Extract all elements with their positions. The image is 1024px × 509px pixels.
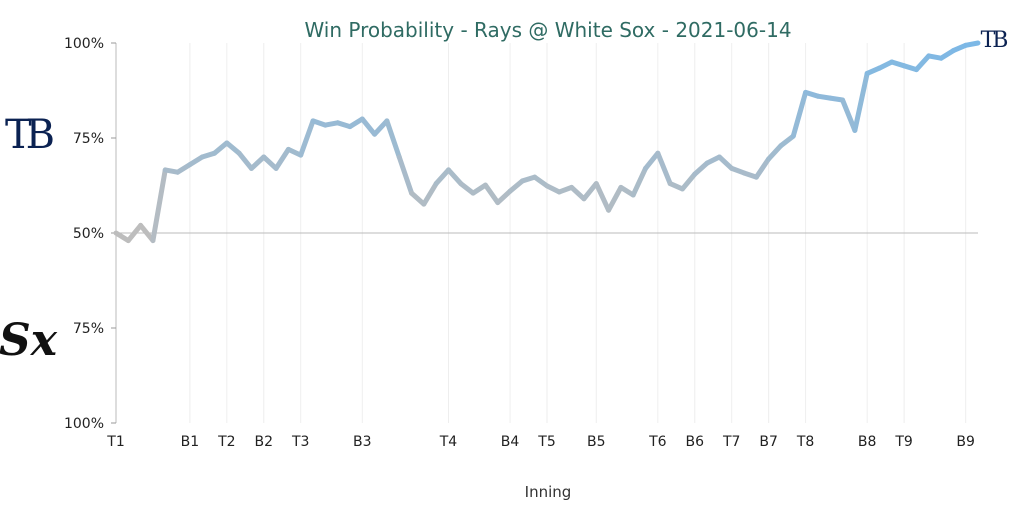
x-tick-label: B1 — [181, 434, 200, 450]
win-probability-segment — [766, 143, 784, 162]
win-probability-segment — [569, 184, 587, 202]
x-axis-label: Inning — [525, 483, 572, 501]
win-probability-segment — [125, 222, 144, 244]
x-tick-label: B4 — [501, 434, 520, 450]
win-probability-segment — [482, 182, 501, 206]
win-probability-segment — [679, 171, 698, 192]
win-probability-segment — [532, 174, 550, 189]
win-probability-segment — [716, 154, 735, 171]
win-probability-segment — [372, 118, 390, 137]
win-probability-segment — [384, 118, 402, 160]
win-probability-segment — [445, 167, 464, 187]
win-probability-segment — [778, 133, 796, 149]
win-probability-segment — [409, 190, 427, 207]
win-probability-segment — [359, 116, 378, 137]
win-probability-segment — [212, 140, 230, 156]
x-tick-label: B2 — [255, 434, 274, 450]
chart-title: Win Probability - Rays @ White Sox - 202… — [304, 18, 791, 42]
win-probability-segment — [630, 165, 649, 198]
win-probability-segment — [692, 160, 710, 177]
x-tick-label: T4 — [439, 434, 458, 450]
x-tick-label: B8 — [858, 434, 877, 450]
x-tick-label: T8 — [796, 434, 814, 450]
win-probability-segment — [261, 154, 279, 171]
win-probability-segment — [273, 146, 291, 171]
win-probability-segment — [963, 40, 981, 48]
win-probability-segment — [150, 167, 168, 244]
win-probability-segment — [790, 89, 809, 139]
rays-end-logo: TB — [981, 28, 1008, 53]
x-tick-label: B6 — [686, 434, 705, 450]
win-probability-segment — [913, 53, 932, 73]
x-tick-label: B9 — [956, 434, 975, 450]
win-probability-segment — [433, 167, 451, 187]
win-probability-segment — [507, 178, 525, 194]
x-tick-label: T7 — [722, 434, 740, 450]
x-tick-label: B7 — [759, 434, 778, 450]
white-sox-logo: Sx — [0, 315, 58, 366]
win-probability-segment — [606, 184, 624, 213]
x-tick-label: T6 — [648, 434, 667, 450]
x-tick-label: B5 — [587, 434, 606, 450]
rays-logo: TB — [5, 112, 53, 158]
x-tick-label: T9 — [894, 434, 912, 450]
win-probability-segment — [421, 181, 439, 207]
y-tick-label: 75% — [73, 321, 104, 337]
win-probability-segment — [396, 154, 415, 196]
win-probability-segment — [458, 181, 476, 196]
win-probability-segment — [753, 156, 772, 180]
y-tick-label: 100% — [64, 36, 104, 52]
x-tick-label: T2 — [217, 434, 235, 450]
x-tick-label: T1 — [106, 434, 124, 450]
win-probability-segment — [852, 70, 870, 133]
x-tick-label: B3 — [353, 434, 372, 450]
y-tick-label: 50% — [73, 226, 104, 242]
x-tick-label: T5 — [537, 434, 555, 450]
win-probability-segment — [593, 181, 612, 213]
x-tick-label: T3 — [291, 434, 309, 450]
win-probability-segment — [224, 140, 242, 156]
win-probability-segment — [495, 188, 513, 206]
win-probability-segment — [236, 150, 254, 171]
win-probability-segment — [655, 150, 673, 187]
win-probability-segment — [581, 181, 599, 202]
win-probability-segment — [248, 154, 267, 171]
win-probability-segment — [840, 97, 858, 133]
y-tick-label: 75% — [73, 131, 104, 147]
y-tick-label: 100% — [64, 416, 104, 432]
win-probability-segment — [298, 118, 316, 158]
win-probability-segment — [643, 150, 661, 171]
